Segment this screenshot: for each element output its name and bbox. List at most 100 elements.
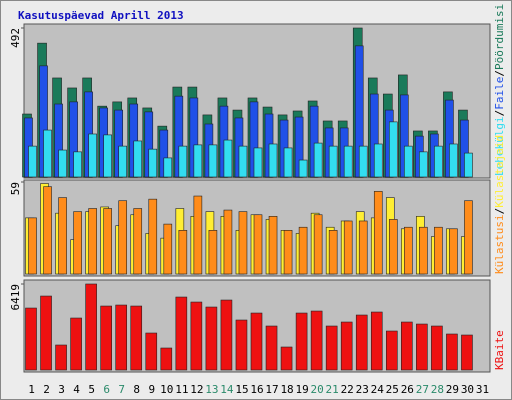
bar bbox=[449, 228, 458, 275]
legend-entry: Pöördumisi bbox=[493, 4, 506, 70]
x-tick-label: 14 bbox=[220, 383, 234, 396]
bar bbox=[268, 216, 278, 275]
bar bbox=[253, 214, 263, 275]
bar bbox=[238, 145, 248, 178]
bar bbox=[118, 200, 128, 275]
bar bbox=[283, 147, 293, 178]
bar bbox=[325, 325, 338, 371]
x-tick-label: 20 bbox=[311, 383, 324, 396]
bar bbox=[464, 200, 473, 275]
bar bbox=[461, 334, 473, 371]
bar bbox=[283, 230, 293, 275]
bar bbox=[193, 195, 203, 275]
bar bbox=[385, 330, 398, 371]
bar bbox=[190, 301, 203, 371]
x-tick-label: 21 bbox=[326, 383, 339, 396]
chart-title: Kasutuspäevad Aprill 2013 bbox=[18, 9, 184, 22]
x-tick-label: 15 bbox=[235, 383, 248, 396]
bar bbox=[58, 197, 67, 275]
bar bbox=[340, 321, 353, 371]
bar bbox=[401, 321, 413, 371]
x-tick-label: 19 bbox=[295, 383, 308, 396]
bar bbox=[295, 312, 308, 371]
bar bbox=[118, 145, 128, 178]
legend-entry: KBaite bbox=[493, 330, 506, 370]
bar bbox=[268, 143, 278, 178]
bar bbox=[40, 295, 52, 371]
bar bbox=[145, 332, 158, 371]
x-tick-label: 31 bbox=[476, 383, 489, 396]
bar bbox=[163, 223, 173, 275]
x-tick-label: 24 bbox=[371, 383, 385, 396]
bar bbox=[404, 226, 413, 275]
bar bbox=[298, 159, 308, 178]
legend-entry: Faile bbox=[493, 77, 506, 110]
bar bbox=[434, 145, 443, 178]
bar bbox=[446, 333, 458, 371]
x-tick-label: 17 bbox=[265, 383, 278, 396]
bar bbox=[148, 198, 158, 275]
bar bbox=[103, 134, 112, 178]
bar bbox=[163, 157, 173, 178]
bar bbox=[298, 226, 308, 275]
bar bbox=[388, 219, 398, 275]
bar bbox=[388, 121, 398, 178]
bar bbox=[235, 319, 248, 371]
bar bbox=[43, 186, 52, 275]
bar bbox=[464, 152, 473, 178]
bar bbox=[358, 220, 368, 275]
bar bbox=[373, 191, 383, 275]
bar bbox=[370, 311, 383, 371]
bar bbox=[85, 283, 97, 371]
legend: Lehekülgi/Faile/Pöördumisi bbox=[493, 4, 506, 176]
bar bbox=[133, 208, 143, 275]
bar bbox=[175, 296, 188, 371]
x-tick-label: 5 bbox=[88, 383, 95, 396]
bar bbox=[358, 145, 368, 178]
x-tick-label: 26 bbox=[401, 383, 414, 396]
x-tick-label: 29 bbox=[446, 383, 459, 396]
x-tick-label: 18 bbox=[280, 383, 293, 396]
bar bbox=[28, 145, 37, 178]
x-tick-label: 22 bbox=[341, 383, 354, 396]
bar bbox=[313, 214, 323, 275]
bar bbox=[419, 226, 428, 275]
x-tick-label: 7 bbox=[118, 383, 125, 396]
bar bbox=[434, 226, 443, 275]
bar bbox=[88, 208, 97, 275]
bar bbox=[310, 310, 323, 371]
bar bbox=[416, 323, 428, 371]
legend-separator: / bbox=[493, 208, 506, 215]
bar bbox=[88, 133, 97, 178]
bar bbox=[238, 211, 248, 275]
bar bbox=[100, 305, 112, 371]
bar bbox=[223, 209, 233, 275]
bar bbox=[373, 143, 383, 178]
y-tick-label: 6419 bbox=[9, 284, 22, 311]
x-tick-label: 1 bbox=[28, 383, 35, 396]
bar bbox=[355, 314, 368, 371]
x-tick-label: 23 bbox=[356, 383, 369, 396]
bar bbox=[148, 148, 158, 178]
x-tick-label: 12 bbox=[190, 383, 203, 396]
bar bbox=[265, 325, 278, 371]
bar bbox=[328, 230, 338, 275]
bar bbox=[419, 151, 428, 178]
bar bbox=[343, 145, 353, 178]
bar bbox=[43, 129, 52, 178]
x-tick-label: 4 bbox=[73, 383, 80, 396]
x-tick-label: 30 bbox=[461, 383, 474, 396]
bar bbox=[25, 307, 37, 371]
x-tick-label: 11 bbox=[175, 383, 188, 396]
y-tick-label: 492 bbox=[9, 28, 22, 48]
x-tick-label: 27 bbox=[416, 383, 429, 396]
bar bbox=[223, 139, 233, 178]
bar bbox=[55, 344, 67, 371]
bar bbox=[404, 145, 413, 178]
bar bbox=[253, 147, 263, 178]
bar bbox=[208, 230, 218, 275]
bar bbox=[205, 306, 218, 371]
bar bbox=[449, 143, 458, 178]
x-tick-label: 6 bbox=[103, 383, 110, 396]
